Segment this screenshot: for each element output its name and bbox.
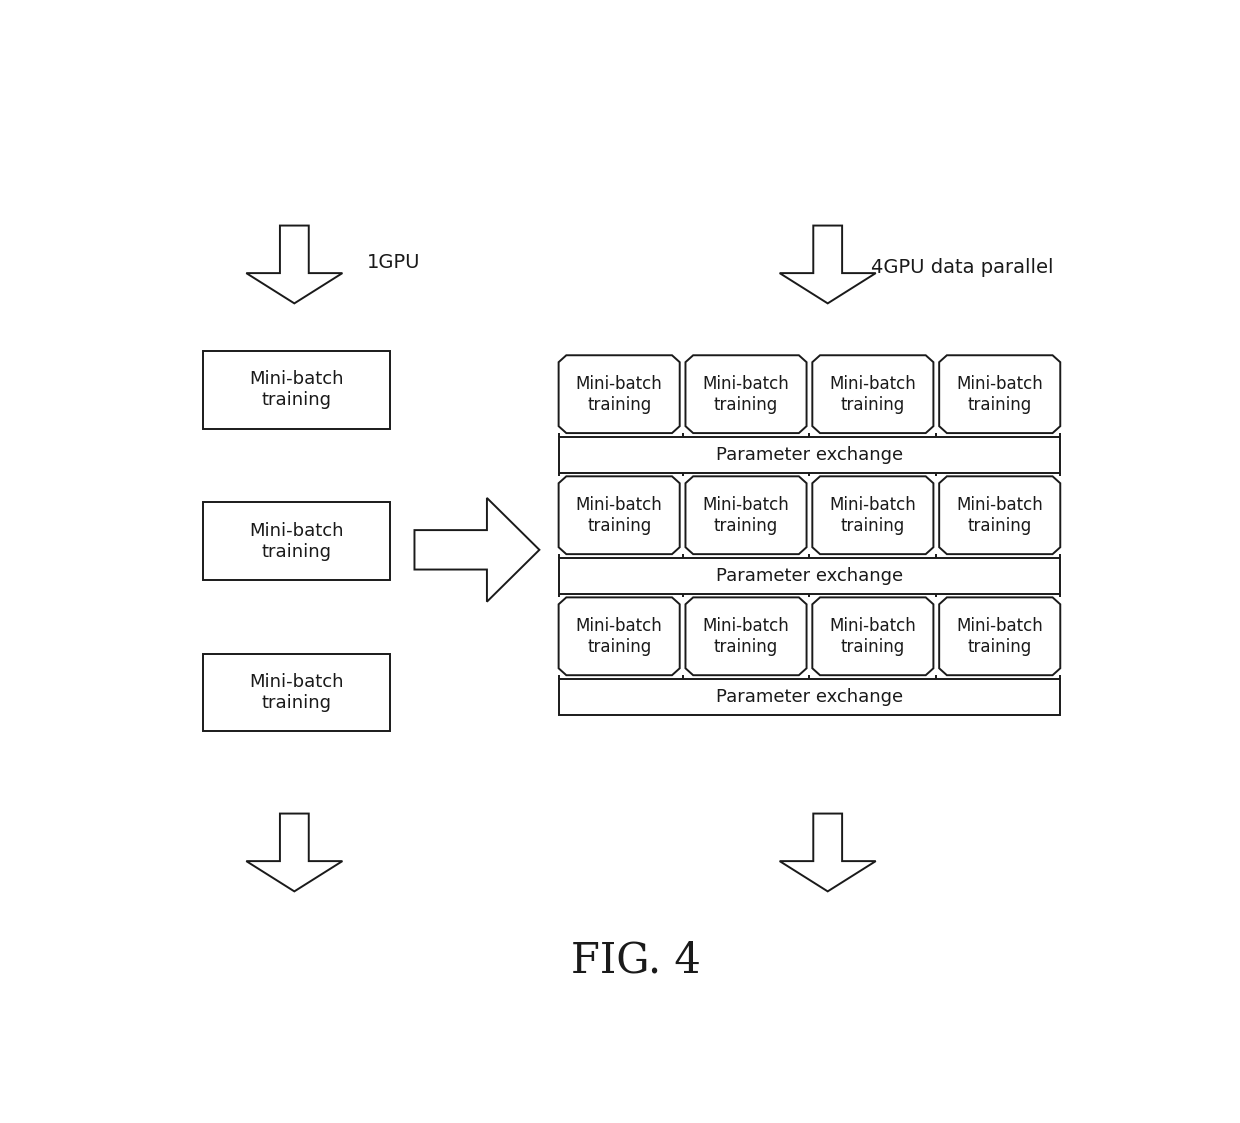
Bar (203, 502, 391, 581)
Polygon shape (558, 597, 680, 675)
Polygon shape (939, 355, 1060, 433)
Text: Mini-batch
training: Mini-batch training (830, 617, 916, 656)
Text: Mini-batch
training: Mini-batch training (575, 496, 662, 535)
Bar (558, 558, 1060, 594)
Bar (558, 437, 1060, 473)
Polygon shape (812, 476, 934, 554)
Text: Mini-batch
training: Mini-batch training (575, 617, 662, 656)
Polygon shape (812, 355, 934, 433)
Polygon shape (414, 497, 539, 602)
Polygon shape (939, 597, 1060, 675)
Polygon shape (780, 226, 875, 303)
Polygon shape (812, 597, 934, 675)
Text: Mini-batch
training: Mini-batch training (830, 375, 916, 413)
Text: Mini-batch
training: Mini-batch training (703, 375, 790, 413)
Polygon shape (247, 226, 342, 303)
Text: 4GPU data parallel: 4GPU data parallel (870, 258, 1054, 277)
Text: Mini-batch
training: Mini-batch training (830, 496, 916, 535)
Polygon shape (686, 355, 806, 433)
Text: Parameter exchange: Parameter exchange (715, 567, 903, 585)
Polygon shape (939, 476, 1060, 554)
Text: Mini-batch
training: Mini-batch training (575, 375, 662, 413)
Polygon shape (780, 813, 875, 892)
Polygon shape (247, 813, 342, 892)
Text: Mini-batch
training: Mini-batch training (249, 673, 343, 712)
Text: Mini-batch
training: Mini-batch training (703, 496, 790, 535)
Polygon shape (686, 476, 806, 554)
Text: Parameter exchange: Parameter exchange (715, 687, 903, 706)
Text: Mini-batch
training: Mini-batch training (956, 617, 1043, 656)
Text: Mini-batch
training: Mini-batch training (249, 371, 343, 409)
Text: Mini-batch
training: Mini-batch training (956, 496, 1043, 535)
Polygon shape (558, 476, 680, 554)
Bar (558, 678, 1060, 715)
Text: Mini-batch
training: Mini-batch training (703, 617, 790, 656)
Polygon shape (558, 355, 680, 433)
Text: Mini-batch
training: Mini-batch training (249, 522, 343, 560)
Text: FIG. 4: FIG. 4 (570, 940, 701, 982)
Bar (203, 654, 391, 731)
Text: Parameter exchange: Parameter exchange (715, 446, 903, 464)
Polygon shape (686, 597, 806, 675)
Text: Mini-batch
training: Mini-batch training (956, 375, 1043, 413)
Bar (203, 350, 391, 429)
Text: 1GPU: 1GPU (367, 254, 420, 272)
